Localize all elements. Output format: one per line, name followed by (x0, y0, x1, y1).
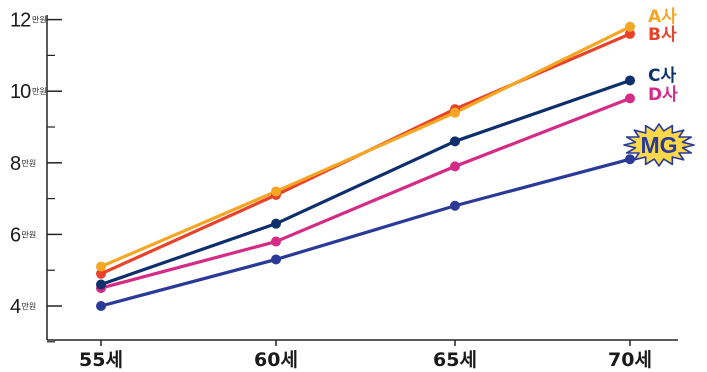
y-tick-label: 6 (10, 224, 21, 246)
data-point (96, 279, 106, 290)
axes (46, 15, 678, 341)
x-axis-ticks: 55세 60세 65세 70세 (79, 340, 652, 371)
series-label: A사 (648, 7, 677, 27)
data-point (450, 136, 460, 147)
y-tick-unit: 만원 (22, 230, 37, 239)
series-line (100, 157, 631, 308)
data-point (625, 154, 635, 165)
y-tick-label: 4 (10, 296, 21, 318)
data-point (271, 236, 281, 247)
data-point (450, 161, 460, 172)
series-line (100, 78, 631, 287)
data-point (625, 93, 635, 104)
data-point (450, 107, 460, 118)
series-points (96, 21, 635, 311)
y-tick-label: 8 (10, 153, 21, 175)
data-point (625, 21, 635, 32)
data-point (271, 218, 281, 229)
data-point (271, 186, 281, 197)
series-line (100, 32, 631, 276)
data-point (625, 28, 635, 39)
y-tick-unit: 만원 (32, 16, 47, 25)
mg-badge: MG (623, 123, 695, 167)
x-tick-label: 60세 (254, 349, 298, 371)
data-point (271, 254, 281, 265)
y-tick-unit: 만원 (22, 159, 37, 168)
series-label: C사 (648, 66, 676, 86)
data-point (450, 200, 460, 211)
y-tick-label: 10 (10, 81, 31, 103)
series-lines (100, 25, 631, 308)
data-point (96, 301, 106, 311)
series-label: MG (640, 132, 677, 158)
x-tick-label: 55세 (79, 349, 123, 371)
x-tick-label: 70세 (608, 349, 652, 371)
data-point (96, 268, 106, 279)
series-label: B사 (648, 25, 677, 45)
badge-burst-shape (623, 123, 695, 167)
y-tick-label: 12 (10, 10, 31, 32)
series-label: D사 (648, 85, 678, 105)
series-line (100, 25, 631, 269)
y-tick-unit: 만원 (32, 87, 47, 96)
data-point (625, 75, 635, 86)
series-line (100, 96, 631, 290)
data-point (96, 261, 106, 272)
x-tick-label: 65세 (433, 349, 477, 371)
y-tick-unit: 만원 (22, 302, 37, 311)
